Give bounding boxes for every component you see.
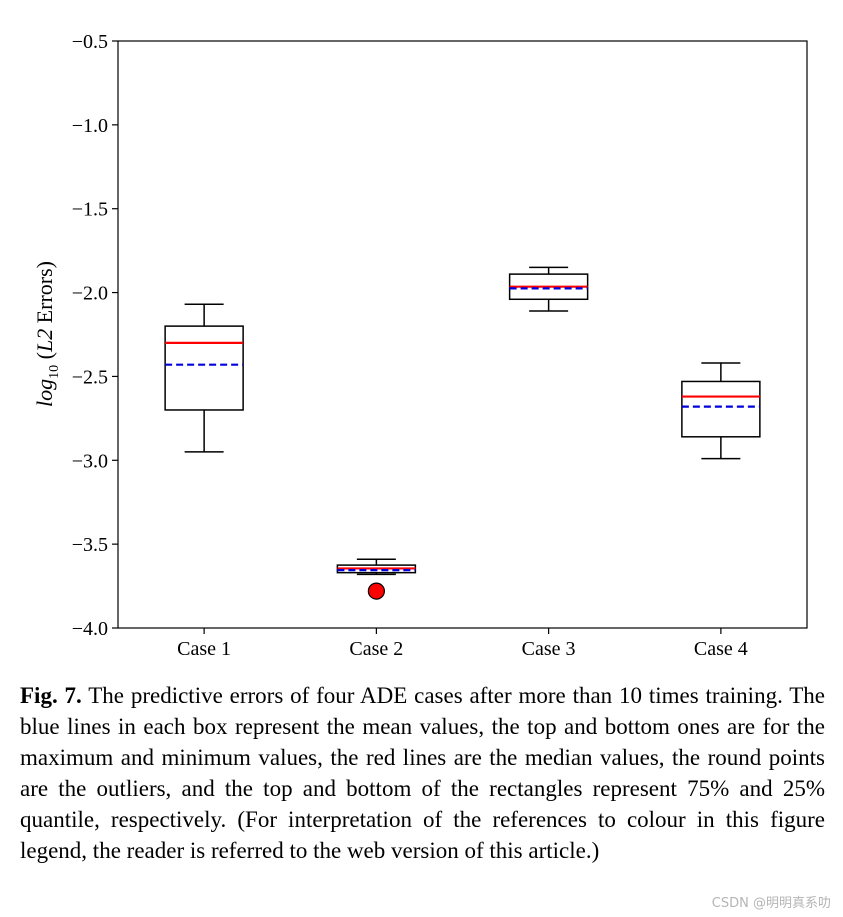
y-tick-label: −4.0 [72, 618, 108, 640]
y-tick-label: −0.5 [72, 31, 108, 53]
box-rect [681, 380, 761, 438]
y-tick-label: −2.0 [72, 283, 108, 305]
x-tick-label: Case 4 [694, 638, 748, 660]
box-1 [164, 303, 244, 453]
watermark: CSDN @明明真系叻 [711, 896, 831, 911]
y-axis-label: log10 (L2 Errors) [32, 261, 62, 407]
box-3 [508, 266, 589, 312]
figure-label: Fig. 7. [20, 683, 82, 708]
figure-caption: Fig. 7. The predictive errors of four AD… [20, 680, 825, 866]
box-2 [336, 558, 417, 600]
x-tick-label: Case 3 [522, 638, 576, 660]
ylabel-open: ( [32, 352, 57, 365]
box-plot-chart: −0.5 −1.0 −1.5 −2.0 −2.5 −3.0 −3.5 −4.0 Case 1 Ca… [32, 31, 808, 660]
ylabel-rest: Errors) [32, 261, 57, 329]
x-tick-label: Case 1 [177, 638, 231, 660]
axes: −0.5 −1.0 −1.5 −2.0 −2.5 −3.0 −3.5 −4.0 Case 1 Ca… [72, 31, 808, 660]
box-marks [164, 266, 761, 600]
y-tick-label: −3.5 [72, 534, 108, 556]
y-tick-label: −1.5 [72, 199, 108, 221]
box-4 [681, 362, 761, 460]
ylabel-log: log [32, 379, 57, 407]
ylabel-subscript: 10 [47, 365, 62, 379]
x-tick-label: Case 2 [349, 638, 403, 660]
caption-text: The predictive errors of four ADE cases … [20, 683, 825, 863]
outlier-point [367, 582, 385, 600]
plot-frame [117, 40, 808, 629]
ylabel-italic: L2 [32, 329, 57, 353]
box-rect [164, 325, 244, 411]
y-tick-label: −3.0 [72, 450, 108, 472]
y-tick-label: −2.5 [72, 366, 108, 388]
y-tick-label: −1.0 [72, 115, 108, 137]
